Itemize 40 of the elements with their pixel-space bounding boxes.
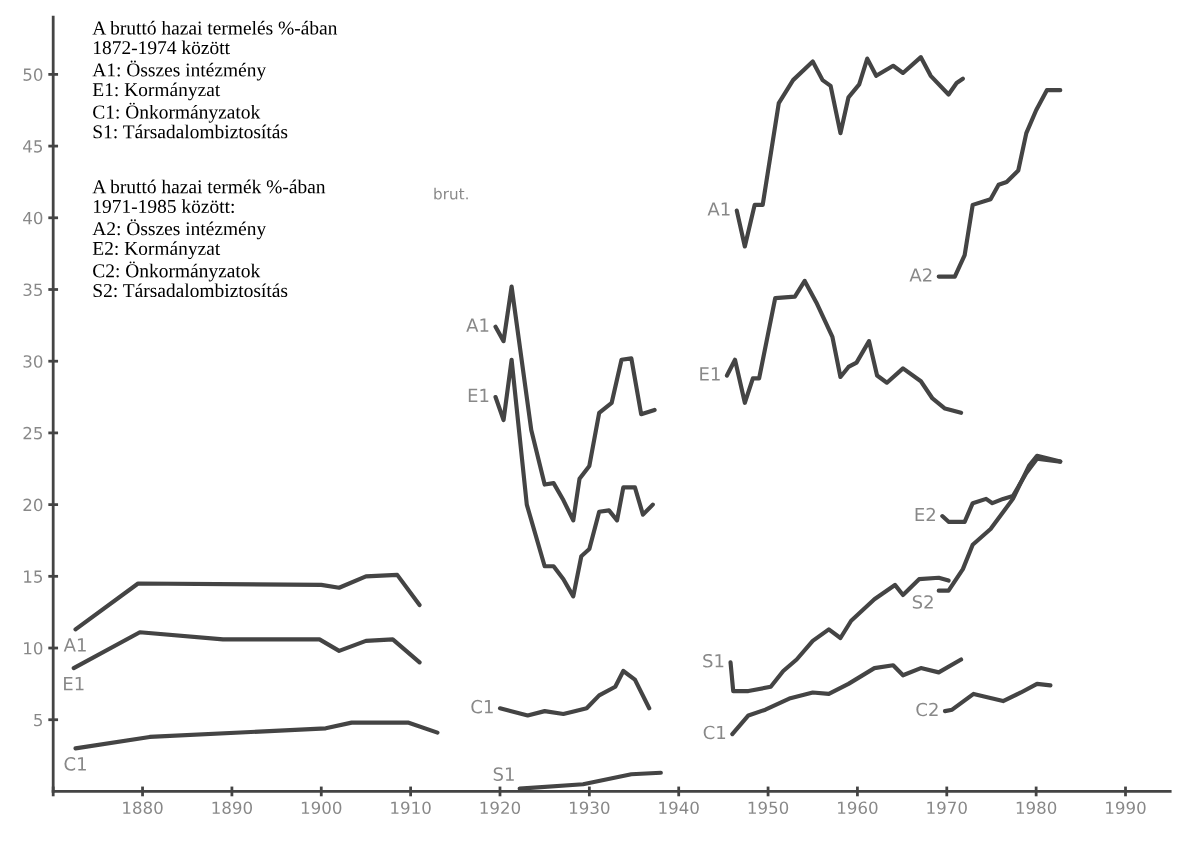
x-tick-label: 1930 — [569, 801, 610, 815]
x-tick-label: 1940 — [659, 801, 699, 815]
x-tick-label: 1880 — [123, 801, 163, 815]
series-label: S1 — [493, 767, 514, 781]
y-tick-label: 20 — [23, 498, 43, 512]
y-tick-label: 45 — [23, 140, 43, 153]
x-tick-label: 1960 — [838, 801, 878, 815]
series-label: A1 — [63, 638, 86, 652]
series-label: E1 — [64, 676, 84, 691]
x-tick-label: 1950 — [748, 801, 789, 815]
y-tick-label: 40 — [23, 211, 43, 225]
series-label: S1 — [703, 653, 724, 668]
y-tick-label: 25 — [23, 426, 43, 440]
series-label: C2 — [916, 702, 938, 717]
x-tick-label: 1970 — [927, 801, 967, 815]
series-label: A1 — [707, 202, 730, 216]
series-label: C1 — [703, 725, 726, 740]
series-label: A1 — [466, 318, 489, 332]
series-label: S2 — [912, 595, 933, 609]
x-tick-label: 1920 — [480, 801, 521, 815]
annotation: A bruttó hazai termelés %-ában 1872-1974 között A1: Összes intézmény E1: Kormányzat C1: Önkormányzatok S1: Társadalombiztosítás — [92, 20, 338, 139]
x-tick-label: 1990 — [1106, 801, 1146, 815]
x-tick-label: 1900 — [301, 801, 342, 815]
y-tick-label: 10 — [24, 641, 43, 655]
series-label: E1 — [468, 388, 489, 403]
x-tick-label: 1890 — [212, 801, 253, 815]
annotation: A bruttó hazai termék %-ában 1971-1985 között: A2: Összes intézmény E2: Kormányzat C2: Önkormányzatok S2: Társadalombiztosítás — [92, 179, 326, 298]
series-label: C1 — [471, 699, 493, 714]
series-label: A2 — [909, 268, 932, 282]
annotation: brut. — [434, 187, 468, 200]
y-tick-label: 35 — [23, 283, 43, 297]
series-label: E2 — [915, 507, 935, 522]
y-tick-label: 5 — [34, 713, 43, 727]
series-label: E1 — [700, 367, 720, 381]
x-tick-label: 1980 — [1016, 801, 1057, 815]
x-tick-label: 1910 — [391, 801, 431, 815]
y-tick-label: 50 — [23, 68, 43, 81]
y-tick-label: 30 — [23, 355, 43, 368]
series-label: C1 — [64, 757, 86, 771]
y-tick-label: 15 — [24, 570, 43, 583]
